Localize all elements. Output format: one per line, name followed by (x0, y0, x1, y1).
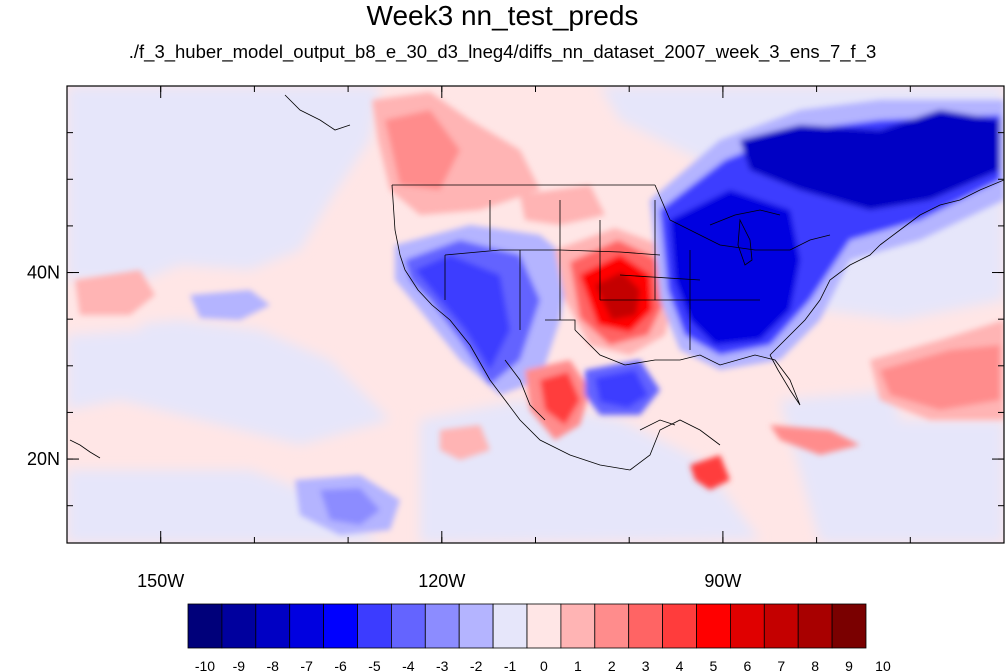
colorbar-swatch (357, 603, 392, 649)
colorbar-label: 8 (811, 658, 819, 672)
lon-tick-label: 90W (704, 571, 741, 591)
colorbar-label: -5 (368, 658, 381, 672)
coastline-lines (69, 94, 1004, 471)
colorbar-label: -9 (233, 658, 246, 672)
colorbar-swatch (492, 603, 528, 649)
colorbar-label: 9 (845, 658, 853, 672)
colorbar-swatch (831, 603, 867, 649)
colorbar-label: 0 (540, 658, 548, 672)
colorbar-swatch (560, 603, 596, 649)
colorbar-swatch (289, 603, 325, 649)
colorbar-swatch (390, 603, 426, 649)
map-title: Week3 nn_test_preds (366, 0, 639, 31)
colorbar-label: -7 (300, 658, 313, 672)
colorbar-label: -6 (334, 658, 347, 672)
colorbar-label: 5 (710, 658, 718, 672)
colorbar-label: 10 (875, 658, 891, 672)
colorbar-swatch (526, 603, 562, 649)
colorbar-label: 1 (574, 658, 582, 672)
colorbar-label: -2 (470, 658, 483, 672)
colorbar-swatch (255, 603, 291, 649)
map-subtitle: ./f_3_huber_model_output_b8_e_30_d3_lneg… (128, 41, 877, 62)
lat-tick-label: 20N (27, 449, 60, 469)
colorbar-swatch (187, 603, 223, 649)
colorbar-swatch (730, 603, 765, 649)
lat-tick-label: 40N (27, 263, 60, 283)
colorbar-label: -1 (504, 658, 517, 672)
colorbar-swatch (763, 603, 799, 649)
colorbar-swatch (696, 603, 731, 649)
colorbar-label: 7 (777, 658, 785, 672)
colorbar-label: 4 (676, 658, 684, 672)
colorbar-label: -4 (402, 658, 415, 672)
colorbar-label: 3 (642, 658, 650, 672)
colorbar-swatch (424, 603, 460, 649)
colorbar-label: 6 (743, 658, 751, 672)
colorbar-label: 2 (608, 658, 616, 672)
colorbar-swatch (323, 603, 358, 649)
colorbar-swatch (628, 603, 664, 649)
colorbar-swatch (221, 603, 257, 649)
colorbar-label: -10 (195, 658, 215, 672)
colorbar-swatch (797, 603, 833, 649)
map-field (67, 86, 1004, 543)
lon-tick-label: 150W (137, 571, 184, 591)
axis-ticks: 150W 120W 90W 40N 20N (27, 86, 1004, 591)
colorbar-swatch (594, 603, 630, 649)
colorbar-swatch (662, 603, 697, 649)
colorbar-label: -8 (267, 658, 280, 672)
colorbar: -10 -9 -8 -7 -6 -5 -4 -3 -2 -1 0 1 2 3 4 5 6 7 8 9 10 (187, 603, 891, 672)
lon-tick-label: 120W (418, 571, 465, 591)
colorbar-label: -3 (436, 658, 449, 672)
colorbar-swatch (458, 603, 494, 649)
